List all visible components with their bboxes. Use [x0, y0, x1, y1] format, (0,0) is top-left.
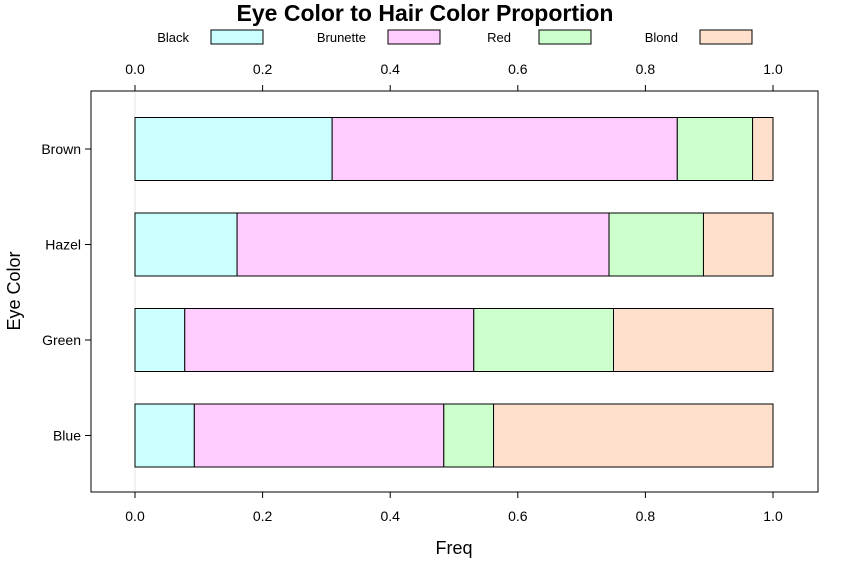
legend-swatch-brunette [387, 29, 441, 45]
top-x-tick-label: 0.8 [636, 61, 656, 77]
y-tick-label: Brown [41, 141, 81, 157]
y-axis-title: Eye Color [4, 251, 24, 330]
legend-swatch-red [538, 29, 592, 45]
bottom-x-tick-label: 0.2 [253, 508, 273, 524]
bar-segment-hazel-red [608, 212, 704, 277]
bar-segment-brown-blond [752, 117, 774, 181]
bar-segment-green-black [134, 308, 186, 372]
bar-segment-brown-black [134, 117, 333, 181]
plot-frame [90, 90, 819, 493]
bar-segment-blue-blond [493, 403, 774, 468]
bar-segment-hazel-blond [702, 212, 774, 277]
top-x-tick-label: 0.0 [125, 61, 145, 77]
x-axis-title: Freq [435, 538, 472, 558]
bar-segment-green-brunette [184, 308, 475, 372]
bar-segment-blue-brunette [193, 403, 445, 468]
legend-label-red: Red [487, 30, 511, 45]
y-axis: Brown Hazel Green Blue [41, 141, 91, 444]
bottom-x-tick-label: 0.8 [636, 508, 656, 524]
bar-segment-brown-red [676, 117, 754, 181]
bars [134, 92, 774, 491]
bottom-x-tick-label: 0.4 [380, 508, 400, 524]
bar-segment-hazel-black [134, 212, 238, 277]
y-tick-label: Blue [53, 428, 81, 444]
legend-label-black: Black [157, 30, 189, 45]
top-x-tick-label: 0.4 [380, 61, 400, 77]
legend-label-brunette: Brunette [317, 30, 366, 45]
bottom-axis: 0.0 0.2 0.4 0.6 0.8 1.0 [125, 492, 783, 524]
top-x-tick-label: 0.6 [508, 61, 528, 77]
bar-segment-green-red [473, 308, 615, 372]
bar-segment-hazel-brunette [236, 212, 610, 277]
top-x-tick-label: 0.2 [253, 61, 273, 77]
legend-label-blond: Blond [645, 30, 678, 45]
bar-segment-blue-red [443, 403, 495, 468]
bar-segment-blue-black [134, 403, 195, 468]
legend-swatch-blond [699, 29, 753, 45]
top-x-tick-label: 1.0 [763, 61, 783, 77]
y-tick-label: Hazel [45, 237, 81, 253]
chart-title: Eye Color to Hair Color Proportion [237, 0, 614, 26]
y-tick-label: Green [42, 332, 81, 348]
legend-swatch-black [210, 29, 264, 45]
bar-segment-brown-brunette [331, 117, 678, 181]
bottom-x-tick-label: 0.6 [508, 508, 528, 524]
bar-segment-green-blond [613, 308, 774, 372]
legend: Black Brunette Red Blond [157, 29, 753, 45]
bottom-x-tick-label: 0.0 [125, 508, 145, 524]
bottom-x-tick-label: 1.0 [763, 508, 783, 524]
top-axis: 0.0 0.2 0.4 0.6 0.8 1.0 [125, 61, 783, 91]
